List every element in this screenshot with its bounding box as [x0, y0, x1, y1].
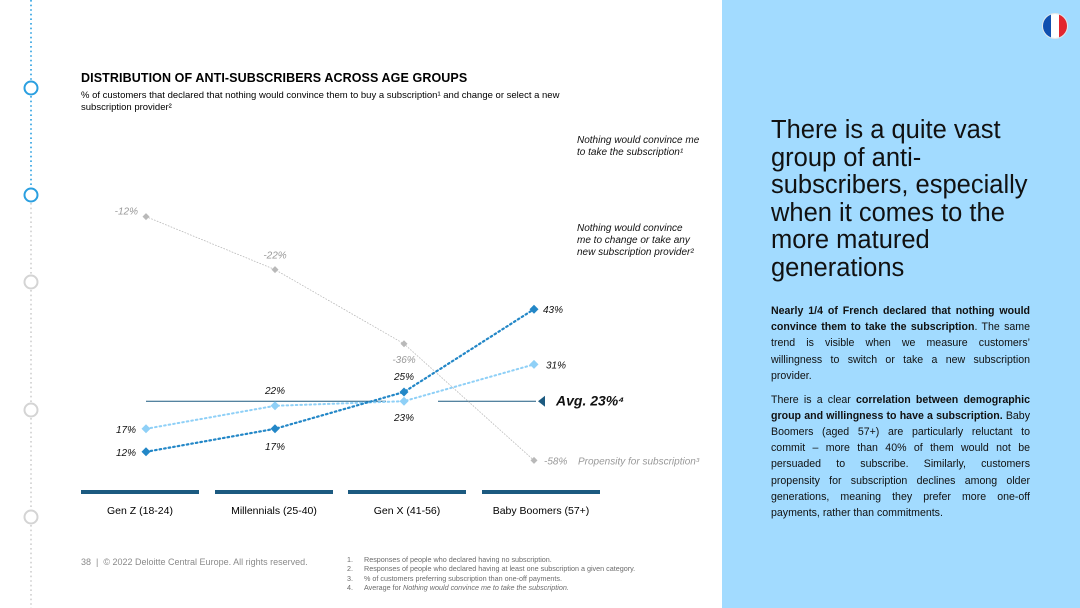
- insight-panel: [722, 0, 1080, 608]
- take-subscription-series-point: [529, 304, 539, 314]
- category-axis: Gen Z (18-24) Millennials (25-40) Gen X …: [81, 490, 601, 520]
- progress-timeline: [23, 0, 39, 608]
- chart-subtitle: % of customers that declared that nothin…: [81, 90, 560, 113]
- category-label: Millennials (25-40): [231, 505, 317, 517]
- category-baby-boomers: Baby Boomers (57+): [482, 490, 600, 517]
- copyright: © 2022 Deloitte Central Europe. All righ…: [103, 557, 308, 567]
- france-flag-icon: [1043, 14, 1067, 38]
- take-subscription-series-point: [399, 387, 409, 397]
- chart-title: DISTRIBUTION OF ANTI-SUBSCRIBERS ACROSS …: [81, 71, 468, 85]
- change-provider-series-point: [529, 359, 539, 369]
- change-provider-series-line: [145, 363, 535, 430]
- panel-body: Nearly 1/4 of French declared that nothi…: [771, 303, 1030, 529]
- average-label: Avg. 23%⁴: [555, 393, 624, 409]
- take-subscription-series-name: Nothing would convince me to take the sub…: [577, 135, 700, 158]
- footnotes: 1. Responses of people who declared havin…: [347, 555, 717, 592]
- propensity-series-point: [400, 340, 408, 348]
- change-provider-data-label: 31%: [546, 360, 566, 371]
- footnote-3: 3.% of customers preferring subscription…: [347, 573, 563, 583]
- change-provider-data-label: 23%: [393, 413, 414, 424]
- propensity-series-point: [530, 456, 538, 464]
- take-subscription-series-point: [270, 424, 280, 434]
- change-provider-series-point: [270, 401, 280, 411]
- change-provider-data-label: 17%: [116, 425, 136, 436]
- category-label: Baby Boomers (57+): [492, 505, 590, 517]
- change-provider-series-point: [141, 424, 151, 434]
- category-label: Gen Z (18-24): [107, 505, 173, 517]
- timeline-step-2: [23, 187, 39, 203]
- take-subscription-series-point: [141, 447, 151, 457]
- page-number: 38: [81, 557, 92, 567]
- panel-heading: There is a quite vast group of anti-subs…: [771, 116, 1028, 282]
- change-provider-series-point: [399, 396, 409, 406]
- propensity-series-line: [145, 216, 535, 461]
- take-subscription-data-label: 17%: [265, 442, 285, 453]
- take-subscription-data-label: 25%: [393, 372, 414, 383]
- footnote-1: 1. Responses of people who declared havin…: [347, 555, 552, 564]
- propensity-series-point: [142, 213, 150, 221]
- propensity-data-label: -36%: [392, 355, 415, 366]
- change-provider-data-label: 22%: [264, 386, 285, 397]
- change-provider-series-name: Nothing would convince me to change or ta…: [577, 223, 694, 258]
- take-subscription-data-label: 12%: [116, 448, 136, 459]
- propensity-series-point: [271, 266, 279, 274]
- take-subscription-series-line: [144, 308, 536, 453]
- page-footer: 38 | © 2022 Deloitte Central Europe. All…: [81, 557, 308, 567]
- propensity-series-name: Propensity for subscription³: [578, 456, 700, 467]
- paragraph-2: There is a clear correlation between dem…: [771, 393, 1030, 519]
- take-subscription-data-label: 43%: [543, 305, 563, 316]
- footnote-2: 2. Responses of people who declared havin…: [347, 564, 636, 574]
- category-millennials: Millennials (25-40): [215, 490, 333, 517]
- propensity-data-label: -58%: [544, 456, 567, 467]
- category-label: Gen X (41-56): [373, 505, 441, 517]
- propensity-data-label: -12%: [115, 207, 138, 218]
- timeline-step-4: [23, 402, 39, 418]
- footnote-4: 4. Average for Nothing would convince me …: [347, 582, 569, 592]
- average-arrow-icon: [538, 395, 545, 407]
- timeline-step-3: [23, 274, 39, 290]
- timeline-step-5: [23, 509, 39, 525]
- line-chart: Avg. 23%⁴ -12% -22% -36% -58% Propensity for …: [115, 135, 700, 467]
- propensity-data-label: -22%: [263, 251, 286, 262]
- timeline-step-1: [23, 80, 39, 96]
- category-gen-z: Gen Z (18-24): [81, 490, 199, 517]
- paragraph-1: Nearly 1/4 of French declared that nothi…: [771, 305, 1030, 382]
- category-gen-x: Gen X (41-56): [348, 490, 466, 517]
